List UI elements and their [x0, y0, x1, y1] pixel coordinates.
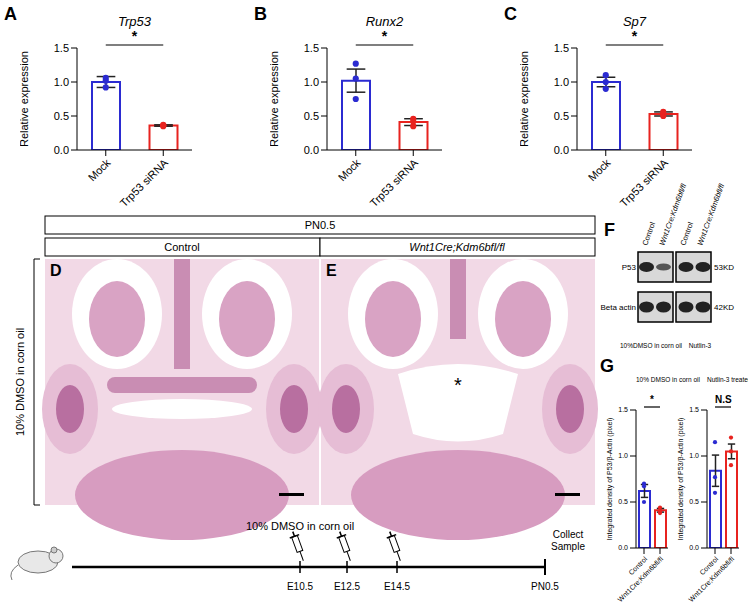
- svg-text:P53: P53: [622, 263, 637, 272]
- svg-text:Integrated density of P53/β-Ac: Integrated density of P53/β-Actin (pixel…: [677, 418, 685, 541]
- svg-text:Trp53 siRNA: Trp53 siRNA: [617, 156, 670, 209]
- svg-text:0.5: 0.5: [689, 498, 699, 505]
- svg-text:Control: Control: [698, 555, 720, 577]
- svg-text:1.5: 1.5: [618, 406, 628, 413]
- svg-text:G: G: [600, 356, 614, 376]
- svg-text:PN0.5: PN0.5: [531, 581, 559, 592]
- svg-text:C: C: [504, 4, 517, 24]
- html-text:Runx2: Runx2: [365, 14, 404, 29]
- svg-text:10%DMSO in corn oil: 10%DMSO in corn oil: [620, 342, 683, 349]
- svg-text:1.5: 1.5: [689, 406, 699, 413]
- svg-text:E: E: [326, 262, 337, 279]
- svg-text:1.0: 1.0: [689, 452, 699, 459]
- html-text:Sp7: Sp7: [622, 14, 647, 29]
- svg-text:Integrated density of P53/β-Ac: Integrated density of P53/β-Actin (pixel…: [606, 418, 614, 541]
- svg-text:Control: Control: [640, 221, 657, 247]
- svg-text:E14.5: E14.5: [384, 581, 411, 592]
- svg-text:D: D: [50, 262, 62, 279]
- svg-text:0.5: 0.5: [54, 110, 69, 122]
- svg-text:Relative expression: Relative expression: [270, 51, 280, 147]
- svg-text:1.0: 1.0: [618, 452, 628, 459]
- svg-text:A: A: [8, 4, 17, 24]
- svg-text:10% DMSO in corn oil: 10% DMSO in corn oil: [14, 328, 26, 436]
- svg-text:0.0: 0.0: [304, 144, 319, 156]
- svg-text:0.0: 0.0: [554, 144, 569, 156]
- svg-text:1.0: 1.0: [554, 76, 569, 88]
- svg-text:10% DMSO in corn oil: 10% DMSO in corn oil: [246, 520, 354, 532]
- svg-text:0.5: 0.5: [618, 498, 628, 505]
- svg-text:Collect: Collect: [553, 529, 584, 540]
- svg-text:Wnt1Cre;Kdm6bfl/fl: Wnt1Cre;Kdm6bfl/fl: [409, 241, 505, 253]
- svg-text:Trp53 siRNA: Trp53 siRNA: [367, 156, 420, 209]
- svg-text:Relative expression: Relative expression: [520, 51, 530, 147]
- svg-text:Control: Control: [627, 555, 649, 577]
- svg-text:0.0: 0.0: [618, 544, 628, 551]
- svg-text:Sample: Sample: [551, 541, 585, 552]
- svg-text:F: F: [604, 220, 615, 240]
- svg-text:B: B: [254, 4, 267, 24]
- svg-text:Wnt1Cre;Kdm6bfl/fl: Wnt1Cre;Kdm6bfl/fl: [657, 182, 688, 246]
- svg-text:1.5: 1.5: [554, 42, 569, 54]
- svg-text:0.0: 0.0: [54, 144, 69, 156]
- svg-text:PN0.5: PN0.5: [305, 219, 336, 231]
- svg-text:53KD: 53KD: [714, 263, 734, 272]
- svg-text:Beta actin: Beta actin: [600, 303, 636, 312]
- svg-text:E10.5: E10.5: [287, 581, 314, 592]
- svg-text:1.0: 1.0: [304, 76, 319, 88]
- svg-text:Wnt1Cre;Kdm6bfl/fl: Wnt1Cre;Kdm6bfl/fl: [616, 555, 664, 603]
- svg-text:Wnt1Cre;Kdm6bfl/fl: Wnt1Cre;Kdm6bfl/fl: [687, 555, 735, 603]
- svg-text:0.0: 0.0: [689, 544, 699, 551]
- svg-text:1.0: 1.0: [54, 76, 69, 88]
- svg-text:1.5: 1.5: [304, 42, 319, 54]
- svg-text:Relative expression: Relative expression: [20, 51, 30, 147]
- svg-text:Control: Control: [678, 221, 695, 247]
- svg-text:0.5: 0.5: [554, 110, 569, 122]
- html-text:N.S: N.S: [715, 394, 732, 405]
- svg-text:0.5: 0.5: [304, 110, 319, 122]
- svg-text:E12.5: E12.5: [334, 581, 361, 592]
- svg-text:1.5: 1.5: [54, 42, 69, 54]
- html-text:Trp53: Trp53: [118, 14, 151, 29]
- html-text:10% DMSO in corn oil: 10% DMSO in corn oil: [636, 376, 700, 383]
- svg-text:42KD: 42KD: [714, 303, 734, 312]
- svg-text:Nutlin-3: Nutlin-3: [689, 342, 712, 349]
- svg-text:Trp53 siRNA: Trp53 siRNA: [117, 156, 170, 209]
- svg-text:*: *: [454, 374, 462, 396]
- svg-text:Control: Control: [164, 241, 199, 253]
- svg-text:Mock: Mock: [336, 156, 363, 183]
- svg-text:Mock: Mock: [86, 156, 113, 183]
- svg-text:Wnt1Cre;Kdm6bfl/fl: Wnt1Cre;Kdm6bfl/fl: [695, 182, 726, 246]
- svg-text:Mock: Mock: [586, 156, 613, 183]
